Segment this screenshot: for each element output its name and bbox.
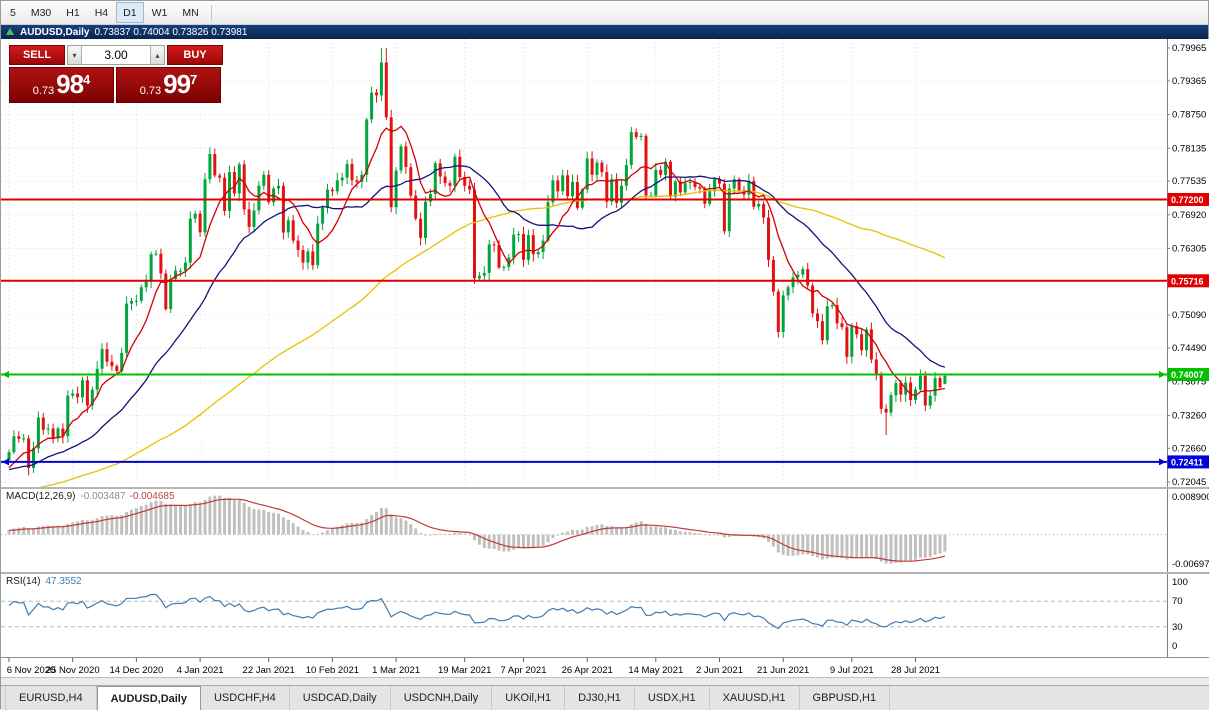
chart-tab-USDCHF-H4[interactable]: USDCHF,H4 (201, 686, 290, 710)
svg-text:0.72660: 0.72660 (1172, 443, 1206, 454)
svg-text:0: 0 (1172, 641, 1177, 652)
macd-panel[interactable]: 0.008900 -0.006977 (1, 489, 1209, 572)
svg-text:25 Nov 2020: 25 Nov 2020 (46, 665, 100, 676)
bid-price-display[interactable]: 0.73 98 4 (9, 67, 114, 103)
svg-text:0.72045: 0.72045 (1172, 477, 1206, 487)
svg-text:28 Jul 2021: 28 Jul 2021 (891, 665, 940, 676)
timeframe-button-5[interactable]: 5 (3, 2, 23, 23)
volume-increase-button[interactable]: ▴ (150, 46, 164, 64)
svg-text:0.76920: 0.76920 (1172, 210, 1206, 221)
svg-text:100: 100 (1172, 577, 1188, 588)
toolbar-separator (211, 5, 212, 21)
svg-text:0.77535: 0.77535 (1172, 176, 1206, 187)
chart-tab-AUDUSD-Daily[interactable]: AUDUSD,Daily (97, 686, 201, 710)
chart-tab-UKOil-H1[interactable]: UKOil,H1 (492, 686, 565, 710)
svg-text:9 Jul 2021: 9 Jul 2021 (830, 665, 874, 676)
svg-text:0.74007: 0.74007 (1171, 370, 1204, 380)
ask-price-display[interactable]: 0.73 99 7 (116, 67, 221, 103)
svg-text:14 May 2021: 14 May 2021 (628, 665, 683, 676)
volume-decrease-button[interactable]: ▾ (68, 46, 82, 64)
bid-price-pips: 98 (56, 70, 83, 98)
chart-tab-XAUUSD-H1[interactable]: XAUUSD,H1 (710, 686, 800, 710)
timeframe-button-W1[interactable]: W1 (145, 2, 175, 23)
rsi-name: RSI(14) (6, 576, 40, 587)
chart-tab-GBPUSD-H1[interactable]: GBPUSD,H1 (800, 686, 891, 710)
bid-price-point: 4 (83, 72, 90, 87)
timeframe-button-MN[interactable]: MN (175, 2, 205, 23)
rsi-panel[interactable]: 100 70 30 0 (1, 574, 1209, 657)
svg-text:0.79965: 0.79965 (1172, 43, 1206, 54)
ask-price-prefix: 0.73 (140, 85, 161, 97)
main-chart-area[interactable]: 0.79965 0.79365 0.78750 0.78135 0.77535 0.769… (1, 39, 1209, 487)
sell-button[interactable]: SELL (9, 45, 65, 65)
ask-price-point: 7 (190, 72, 197, 87)
ask-price-pips: 99 (163, 70, 190, 98)
svg-text:22 Jan 2021: 22 Jan 2021 (243, 665, 295, 676)
chart-tab-EURUSD-H4[interactable]: EURUSD,H4 (5, 686, 97, 710)
bid-price-prefix: 0.73 (33, 85, 54, 97)
svg-text:7 Apr 2021: 7 Apr 2021 (501, 665, 547, 676)
svg-text:10 Feb 2021: 10 Feb 2021 (306, 665, 359, 676)
chart-ohlc-values: 0.73837 0.74004 0.73826 0.73981 (94, 27, 247, 38)
svg-text:0.78135: 0.78135 (1172, 143, 1206, 154)
chart-tab-USDCNH-Daily[interactable]: USDCNH,Daily (391, 686, 493, 710)
timeframe-button-D1[interactable]: D1 (116, 2, 143, 23)
svg-text:2 Jun 2021: 2 Jun 2021 (696, 665, 743, 676)
chart-window-titlebar: AUDUSD,Daily 0.73837 0.74004 0.73826 0.7… (1, 25, 1208, 39)
timeframe-button-M30[interactable]: M30 (24, 2, 58, 23)
macd-value: -0.003487 (80, 491, 125, 502)
rsi-indicator-label: RSI(14) 47.3552 (6, 576, 82, 587)
svg-text:4 Jan 2021: 4 Jan 2021 (177, 665, 224, 676)
svg-text:0.76305: 0.76305 (1172, 244, 1206, 255)
svg-text:-0.006977: -0.006977 (1172, 559, 1209, 570)
svg-text:0.75716: 0.75716 (1171, 276, 1204, 286)
svg-text:0.75090: 0.75090 (1172, 310, 1206, 321)
macd-signal-value: -0.004685 (130, 491, 175, 502)
svg-text:0.78750: 0.78750 (1172, 110, 1206, 121)
svg-text:1 Mar 2021: 1 Mar 2021 (372, 665, 420, 676)
rsi-value: 47.3552 (45, 576, 81, 587)
volume-input[interactable]: 3.00 (82, 46, 150, 64)
svg-text:0.79365: 0.79365 (1172, 76, 1206, 87)
svg-text:26 Apr 2021: 26 Apr 2021 (562, 665, 613, 676)
chart-tab-USDX-H1[interactable]: USDX,H1 (635, 686, 710, 710)
timeframe-button-H4[interactable]: H4 (88, 2, 115, 23)
svg-text:0.73260: 0.73260 (1172, 410, 1206, 421)
svg-text:0.72411: 0.72411 (1171, 457, 1203, 467)
candlestick-chart-icon (5, 27, 15, 37)
svg-text:14 Dec 2020: 14 Dec 2020 (109, 665, 163, 676)
one-click-trading-panel: SELL ▾ 3.00 ▴ BUY 0.73 98 4 0.73 99 7 (9, 45, 223, 103)
chart-tab-USDCAD-Daily[interactable]: USDCAD,Daily (290, 686, 391, 710)
macd-name: MACD(12,26,9) (6, 491, 75, 502)
horizontal-scroll-strip[interactable] (1, 677, 1209, 685)
chart-tab-DJ30-H1[interactable]: DJ30,H1 (565, 686, 635, 710)
buy-button[interactable]: BUY (167, 45, 223, 65)
chart-window-title: AUDUSD,Daily (20, 27, 89, 38)
svg-text:19 Mar 2021: 19 Mar 2021 (438, 665, 491, 676)
svg-text:0.74490: 0.74490 (1172, 343, 1206, 354)
macd-indicator-label: MACD(12,26,9) -0.003487 -0.004685 (6, 491, 175, 502)
timeframe-button-H1[interactable]: H1 (59, 2, 86, 23)
svg-text:21 Jun 2021: 21 Jun 2021 (757, 665, 809, 676)
svg-text:0.77200: 0.77200 (1171, 195, 1204, 205)
svg-text:0.008900: 0.008900 (1172, 492, 1209, 503)
svg-text:30: 30 (1172, 622, 1183, 633)
svg-text:70: 70 (1172, 596, 1183, 607)
